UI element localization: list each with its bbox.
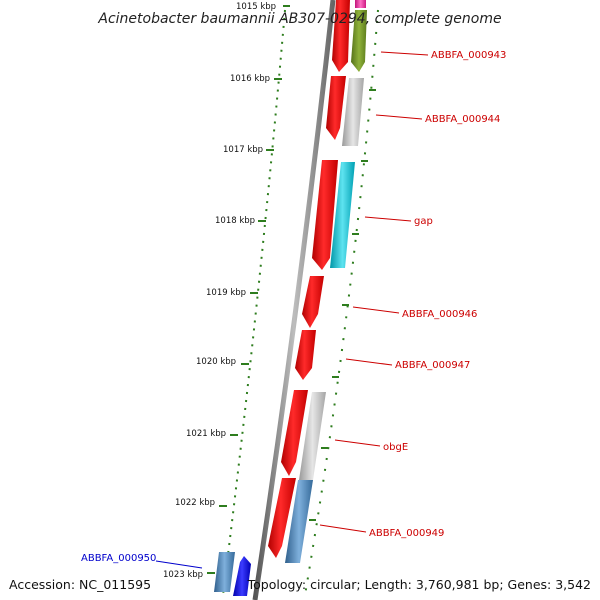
feature-cds-000947[interactable] xyxy=(295,330,316,380)
gene-label-000946[interactable]: ABBFA_000946 xyxy=(402,309,477,320)
gene-label-000949[interactable]: ABBFA_000949 xyxy=(369,528,444,539)
feature-cog-000943[interactable] xyxy=(355,0,366,8)
gene-labels: ABBFA_000943 ABBFA_000944 gap ABBFA_0009… xyxy=(81,50,506,564)
tick-label-1018: 1018 kbp xyxy=(215,216,255,226)
scale-ticks: 1015 kbp 1016 kbp 1017 kbp 1018 kbp 1019… xyxy=(163,2,290,580)
feature-cds-gap[interactable] xyxy=(312,160,338,270)
feature-cog-gap[interactable] xyxy=(330,162,355,268)
accession-text: Accession: NC_011595 xyxy=(9,577,152,592)
gene-label-000944[interactable]: ABBFA_000944 xyxy=(425,114,500,125)
tick-label-1021: 1021 kbp xyxy=(186,429,226,439)
gene-label-gap[interactable]: gap xyxy=(414,216,433,227)
feature-cds-000944[interactable] xyxy=(326,76,346,140)
tick-label-1022: 1022 kbp xyxy=(175,498,215,508)
feature-cog-000943-olive[interactable] xyxy=(351,10,367,72)
gene-label-000943[interactable]: ABBFA_000943 xyxy=(431,50,506,61)
dotted-scale-line xyxy=(222,9,286,596)
tick-label-1016: 1016 kbp xyxy=(230,74,270,84)
tick-label-1019: 1019 kbp xyxy=(206,288,246,298)
outer-guide-line xyxy=(304,9,379,596)
genome-summary-text: Topology: circular; Length: 3,760,981 bp… xyxy=(247,577,591,592)
tick-label-1017: 1017 kbp xyxy=(223,145,263,155)
feature-cog-000944[interactable] xyxy=(342,78,364,146)
feature-cog-000950-blue[interactable] xyxy=(233,556,251,596)
feature-cog-000949[interactable] xyxy=(285,480,313,563)
feature-cds-000946[interactable] xyxy=(302,276,324,328)
feature-cds-000949[interactable] xyxy=(268,478,296,558)
gene-label-obgE[interactable]: obgE xyxy=(383,442,408,453)
outer-ticks xyxy=(309,89,376,521)
map-title: Acinetobacter baumannii AB307-0294, comp… xyxy=(97,11,501,27)
tick-label-1020: 1020 kbp xyxy=(196,357,236,367)
genome-backbone xyxy=(252,0,336,600)
feature-cds-obgE[interactable] xyxy=(281,390,308,476)
gene-features xyxy=(214,0,367,596)
gene-label-000947[interactable]: ABBFA_000947 xyxy=(395,360,470,371)
gene-label-000950[interactable]: ABBFA_000950 xyxy=(81,553,156,564)
tick-label-1023: 1023 kbp xyxy=(163,570,203,580)
label-leaders xyxy=(155,51,429,569)
feature-cog-obgE[interactable] xyxy=(299,392,326,480)
tick-label-1015: 1015 kbp xyxy=(236,2,276,12)
feature-cog-000950-steel[interactable] xyxy=(214,552,235,592)
feature-cds-000943[interactable] xyxy=(332,0,350,72)
